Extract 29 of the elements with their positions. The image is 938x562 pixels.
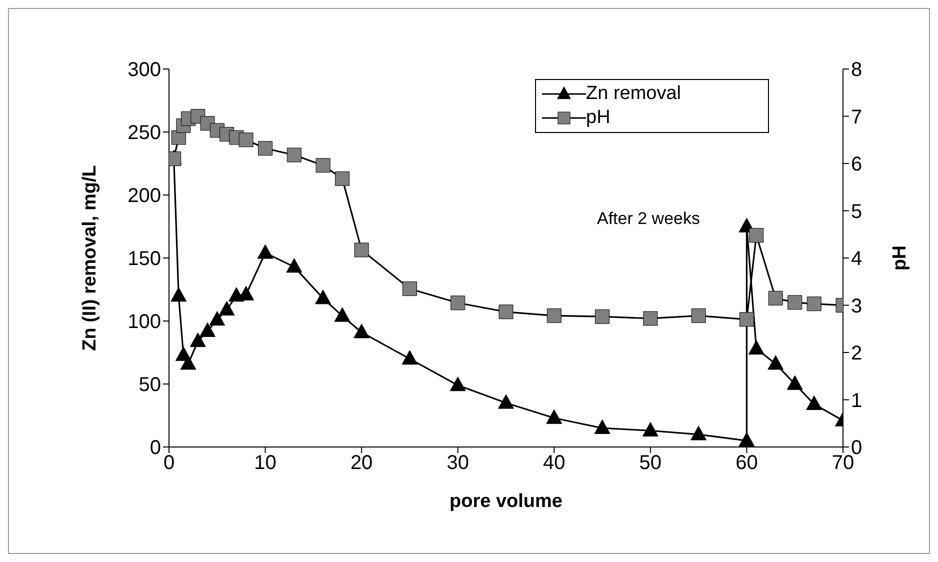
x-tick-label: 20 [350,452,373,474]
legend-label: pH [586,106,610,130]
y2-tick-label: 4 [851,248,862,270]
x-tick-label: 10 [254,452,276,474]
y-axis-title: Zn (II) removal, mg/L [80,164,101,351]
y-tick-label: 300 [128,59,161,82]
y-tick-label: 100 [128,311,161,334]
y2-tick-label: 8 [851,59,862,82]
x-tick-label: 60 [736,452,758,474]
x-axis-title: pore volume [450,491,562,512]
x-tick-label: 70 [832,452,854,474]
y2-tick-label: 6 [851,154,862,176]
y2-tick-label: 2 [851,342,862,365]
y2-axis-title: pH [890,245,911,271]
legend-label: Zn removal [586,82,682,106]
x-tick-label: 40 [543,452,566,474]
y-tick-label: 250 [128,122,161,144]
y-tick-label: 200 [128,185,161,208]
y2-tick-label: 5 [851,200,862,223]
y2-tick-label: 1 [851,390,862,412]
annotation: After 2 weeks [597,209,700,229]
y2-tick-label: 3 [851,295,862,318]
y-tick-label: 50 [138,374,161,396]
y2-tick-label: 7 [851,106,862,128]
y-tick-label: 150 [128,248,161,270]
x-tick-label: 0 [163,452,175,474]
x-tick-label: 30 [446,452,469,474]
x-tick-label: 50 [639,452,662,474]
y-tick-label: 0 [150,437,161,460]
